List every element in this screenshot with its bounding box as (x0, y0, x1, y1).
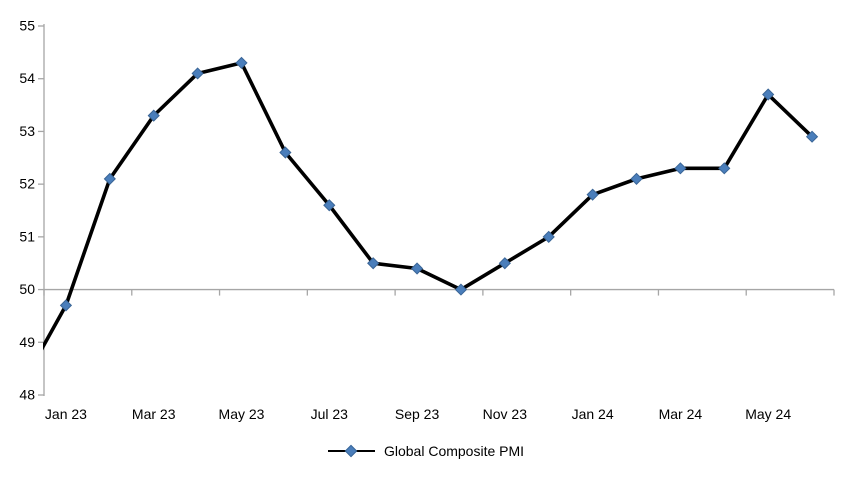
data-point-marker (805, 130, 819, 143)
x-tick-label: Jan 24 (572, 406, 614, 422)
series-line (43, 61, 814, 351)
y-tick-label: 53 (19, 123, 35, 139)
data-point-marker (718, 162, 731, 175)
data-point-marker (103, 172, 116, 185)
data-point-marker (498, 257, 511, 270)
data-point-marker (147, 109, 160, 122)
x-axis (43, 288, 835, 296)
legend-diamond-icon (345, 444, 358, 458)
x-tick-label: Jul 23 (311, 406, 349, 422)
data-point-marker (410, 262, 424, 275)
chart-legend: Global Composite PMI (0, 437, 852, 465)
y-tick-label: 49 (19, 334, 35, 350)
x-tick-label: Nov 23 (483, 406, 528, 422)
data-point-marker (586, 188, 599, 201)
data-point-marker (542, 230, 555, 243)
y-axis: 48 49 50 51 52 53 54 55 (19, 18, 45, 403)
data-point-marker (235, 56, 248, 70)
data-point-marker (279, 146, 292, 159)
legend-label: Global Composite PMI (383, 443, 525, 459)
x-tick-label: Jan 23 (45, 406, 87, 422)
y-tick-label: 48 (19, 387, 35, 403)
data-point-marker (191, 67, 204, 80)
x-tick-label: Sep 23 (395, 406, 440, 422)
x-tick-label: May 24 (745, 406, 791, 422)
y-tick-label: 51 (19, 228, 35, 244)
y-tick-label: 55 (19, 18, 35, 34)
data-point-marker (762, 88, 775, 101)
y-tick-label: 52 (19, 176, 35, 192)
data-point-marker (630, 172, 643, 185)
x-tick-label: Mar 24 (659, 406, 703, 422)
legend-line-sample (327, 444, 375, 458)
data-point-marker (454, 283, 468, 296)
data-point-marker (323, 199, 336, 212)
data-point-marker (59, 299, 73, 312)
x-tick-label: May 23 (219, 406, 265, 422)
x-tick-label: Mar 23 (132, 406, 176, 422)
data-point-marker (367, 257, 380, 270)
x-tick-labels: Jan 23 Mar 23 May 23 Jul 23 Sep 23 Nov 23 Jan … (45, 406, 791, 422)
y-tick-label: 54 (19, 70, 35, 86)
data-point-marker (674, 162, 687, 175)
y-tick-label: 50 (19, 281, 35, 297)
series-markers (59, 56, 819, 312)
